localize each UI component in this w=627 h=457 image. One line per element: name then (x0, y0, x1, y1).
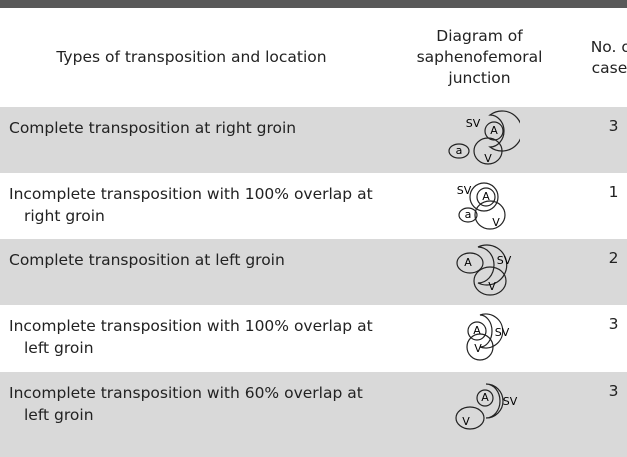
diagram-label: A (473, 324, 481, 337)
diagram-label: SV (496, 254, 511, 267)
diagram-label: a (455, 144, 462, 157)
row: Incomplete transposition with 60% overla… (0, 372, 627, 457)
diagram: SV Aa V (447, 110, 523, 165)
diagram: A SV V (454, 383, 517, 430)
diagram-label: SV (456, 184, 471, 197)
cases-cell: 1 (608, 183, 619, 201)
type-cell: Complete transposition at right groin (9, 119, 297, 137)
cases-cell: 2 (608, 249, 619, 267)
cases-cell: 3 (608, 315, 619, 333)
type-cell: Incomplete transposition with 100% overl… (9, 185, 373, 225)
diagram-label: A (481, 391, 489, 404)
diagram: SV Aa V (456, 182, 506, 230)
diagram: A SV V (465, 313, 509, 361)
diagram-label: SV (494, 326, 509, 339)
row: Incomplete transposition with 100% overl… (0, 173, 627, 239)
table: Types of transposition and location Diag… (0, 8, 627, 457)
diagram-label: V (492, 216, 500, 229)
type-cell: Complete transposition at left groin (9, 251, 285, 269)
diagram: A SVV (455, 244, 511, 296)
cases-cell: 3 (608, 117, 619, 135)
diagram-cell: A SV V (383, 239, 576, 305)
top-bar (0, 0, 627, 8)
header-cell: Types of transposition and location (56, 48, 327, 66)
type-cell: Incomplete transposition with 100% overl… (9, 317, 373, 357)
type-cell: Incomplete transposition with 60% overla… (9, 384, 363, 424)
diagram-label: A (464, 256, 472, 269)
diagram-label: V (474, 342, 482, 355)
diagram-label: a (464, 208, 471, 221)
header-cell: No. of cases (590, 37, 627, 77)
diagram-label: SV (502, 395, 517, 408)
diagram-label: A (490, 124, 498, 137)
header-row: Types of transposition and location Diag… (0, 8, 627, 107)
row: Complete transposition at right groin SV… (0, 107, 627, 173)
header-cell: Diagram of saphenofemoral junction (416, 27, 543, 87)
diagram-label: V (488, 280, 496, 293)
diagram-label: A (482, 190, 490, 203)
diagram-cell: A SV V (383, 305, 576, 372)
diagram-cell: A SV V (383, 372, 576, 457)
row: Incomplete transposition with 100% overl… (0, 305, 627, 372)
diagram-label: SV (465, 117, 480, 130)
diagram-label: V (484, 152, 492, 165)
diagram-label: V (462, 415, 470, 428)
row: Complete transposition at left groin A SV… (0, 239, 627, 305)
cases-cell: 3 (608, 382, 619, 400)
